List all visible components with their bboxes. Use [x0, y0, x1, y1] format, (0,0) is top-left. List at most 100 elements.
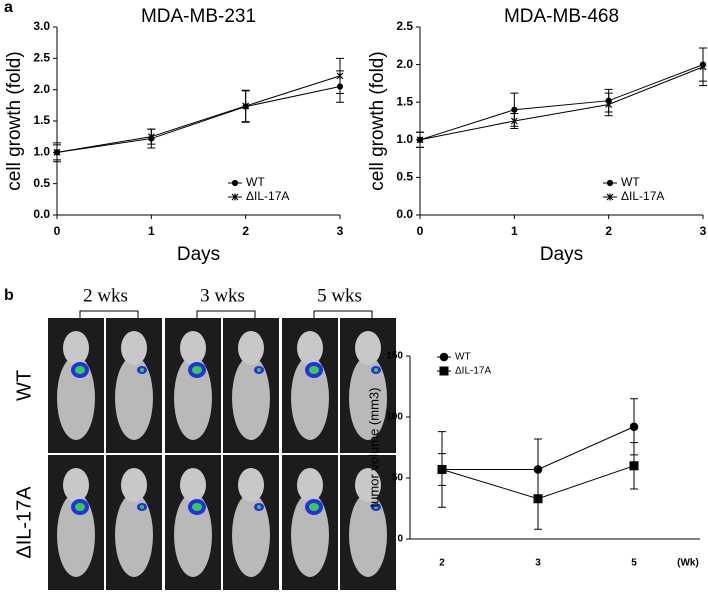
mouse-head	[180, 468, 206, 502]
marker	[437, 464, 447, 474]
y-tick-label: 0	[397, 534, 403, 545]
signal-core	[374, 368, 378, 372]
x-tick-label: 1	[148, 224, 155, 238]
mouse-body	[291, 493, 329, 577]
bracket	[313, 310, 373, 319]
bracket	[196, 310, 256, 319]
mouse-head	[121, 331, 147, 365]
x-axis-label: Days	[540, 244, 583, 265]
y-tick-label: 1.0	[33, 145, 50, 159]
signal-core	[75, 366, 85, 374]
marker	[629, 461, 639, 471]
bracket	[79, 310, 139, 319]
y-tick-label: 2.5	[396, 19, 413, 33]
marker	[510, 117, 518, 125]
mouse-head	[238, 468, 264, 502]
mouse-head	[238, 331, 264, 365]
marker	[147, 133, 155, 141]
marker	[605, 100, 613, 108]
y-tick-label: 150	[386, 351, 403, 362]
legend-label: WT	[455, 352, 471, 363]
mouse-body	[349, 493, 387, 577]
chart: MDA-MB-468 cell growth (fold) Days 0.0 0.5 1.…	[367, 6, 707, 265]
x-unit: (Wk)	[677, 558, 699, 569]
chart-title: MDA-MB-468	[504, 6, 619, 27]
mouse-head	[297, 331, 323, 365]
y-axis-label: cell growth (fold)	[367, 51, 388, 190]
x-tick-label: 1	[511, 224, 518, 238]
marker	[629, 422, 639, 432]
row-label: WT	[13, 370, 35, 401]
column-label: 5 wks	[317, 285, 362, 306]
marker	[606, 193, 614, 201]
marker	[231, 179, 239, 187]
mouse-head	[180, 331, 206, 365]
mouse-body	[115, 493, 153, 577]
y-tick-label: 0.5	[33, 176, 50, 190]
row-label: ΔIL-17A	[13, 486, 35, 559]
mouse-head	[63, 331, 89, 365]
series-line	[419, 66, 704, 141]
y-tick-label: 2.0	[396, 57, 413, 71]
mouse-body	[349, 356, 387, 440]
mouse-body	[291, 356, 329, 440]
signal-core	[257, 368, 261, 372]
mouse-body	[115, 356, 153, 440]
marker	[242, 102, 250, 110]
panel-label: a	[4, 0, 13, 16]
y-tick-label: 1.5	[396, 94, 413, 108]
legend-label: WT	[246, 175, 265, 189]
y-tick-label: 0.0	[33, 207, 50, 221]
signal-core	[192, 503, 202, 511]
mouse-head	[121, 468, 147, 502]
marker	[606, 179, 614, 187]
mouse-body	[232, 493, 270, 577]
mouse-body	[57, 493, 95, 577]
marker	[533, 494, 543, 504]
mouse-head	[63, 468, 89, 502]
signal-core	[140, 505, 144, 509]
legend-label: ΔIL-17A	[246, 189, 289, 203]
y-tick-label: 2.5	[33, 51, 50, 65]
y-tick-label: 3.0	[33, 19, 50, 33]
chart: MDA-MB-231 cell growth (fold) Days 0.0 0.5 1.…	[4, 6, 344, 265]
marker	[53, 148, 61, 156]
marker	[699, 63, 707, 71]
y-tick-label: 0.0	[396, 207, 413, 221]
signal-core	[257, 505, 261, 509]
series-line	[56, 86, 341, 153]
legend-label: WT	[621, 175, 640, 189]
marker	[336, 72, 344, 80]
marker	[231, 193, 239, 201]
mouse-images: 2 wks 3 wks 5 wks WT ΔIL-17A	[13, 285, 396, 590]
series-line	[419, 64, 704, 141]
column-label: 3 wks	[200, 285, 245, 306]
mouse-body	[174, 356, 212, 440]
x-tick-label: 2	[242, 224, 249, 238]
x-tick-label: 3	[700, 224, 707, 238]
marker	[416, 136, 424, 144]
panel-label: b	[4, 287, 14, 304]
signal-core	[309, 503, 319, 511]
mouse-body	[232, 356, 270, 440]
y-tick-label: 1.0	[396, 132, 413, 146]
series-line	[56, 75, 341, 153]
column-label: 2 wks	[83, 285, 128, 306]
marker	[511, 106, 518, 113]
y-tick-label: 2.0	[33, 82, 50, 96]
legend-label: ΔIL-17A	[621, 189, 664, 203]
signal-core	[75, 503, 85, 511]
x-tick-label: 0	[54, 224, 61, 238]
x-tick-label: 3	[337, 224, 344, 238]
chart: tumor volume (mm3) (Wk) 0 50 100 150 2 3 5 WT ΔIL-…	[366, 351, 700, 569]
mouse-head	[355, 468, 381, 502]
signal-core	[309, 366, 319, 374]
marker	[439, 352, 449, 362]
signal-core	[374, 505, 378, 509]
signal-core	[192, 366, 202, 374]
x-axis-label: Days	[177, 244, 220, 265]
marker	[439, 366, 449, 376]
x-tick-label: 0	[417, 224, 424, 238]
mouse-body	[57, 356, 95, 440]
